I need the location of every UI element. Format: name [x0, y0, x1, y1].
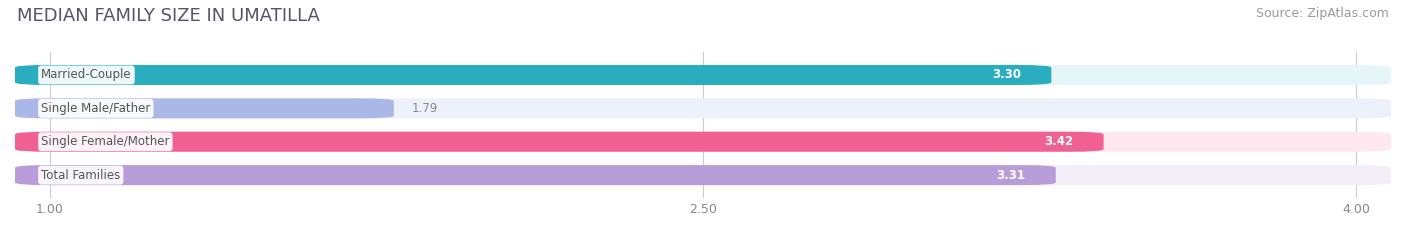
FancyBboxPatch shape	[15, 132, 1391, 152]
Text: Single Female/Mother: Single Female/Mother	[41, 135, 170, 148]
FancyBboxPatch shape	[15, 98, 1391, 118]
Text: Married-Couple: Married-Couple	[41, 69, 132, 82]
FancyBboxPatch shape	[15, 65, 1391, 85]
Text: 1.79: 1.79	[411, 102, 437, 115]
FancyBboxPatch shape	[15, 65, 1052, 85]
FancyBboxPatch shape	[15, 165, 1056, 185]
Text: Total Families: Total Families	[41, 169, 121, 182]
FancyBboxPatch shape	[15, 98, 394, 118]
Text: 3.42: 3.42	[1045, 135, 1073, 148]
Text: 3.31: 3.31	[997, 169, 1025, 182]
Text: MEDIAN FAMILY SIZE IN UMATILLA: MEDIAN FAMILY SIZE IN UMATILLA	[17, 7, 319, 25]
FancyBboxPatch shape	[15, 132, 1104, 152]
Text: 3.30: 3.30	[991, 69, 1021, 82]
FancyBboxPatch shape	[15, 165, 1391, 185]
Text: Single Male/Father: Single Male/Father	[41, 102, 150, 115]
Text: Source: ZipAtlas.com: Source: ZipAtlas.com	[1256, 7, 1389, 20]
